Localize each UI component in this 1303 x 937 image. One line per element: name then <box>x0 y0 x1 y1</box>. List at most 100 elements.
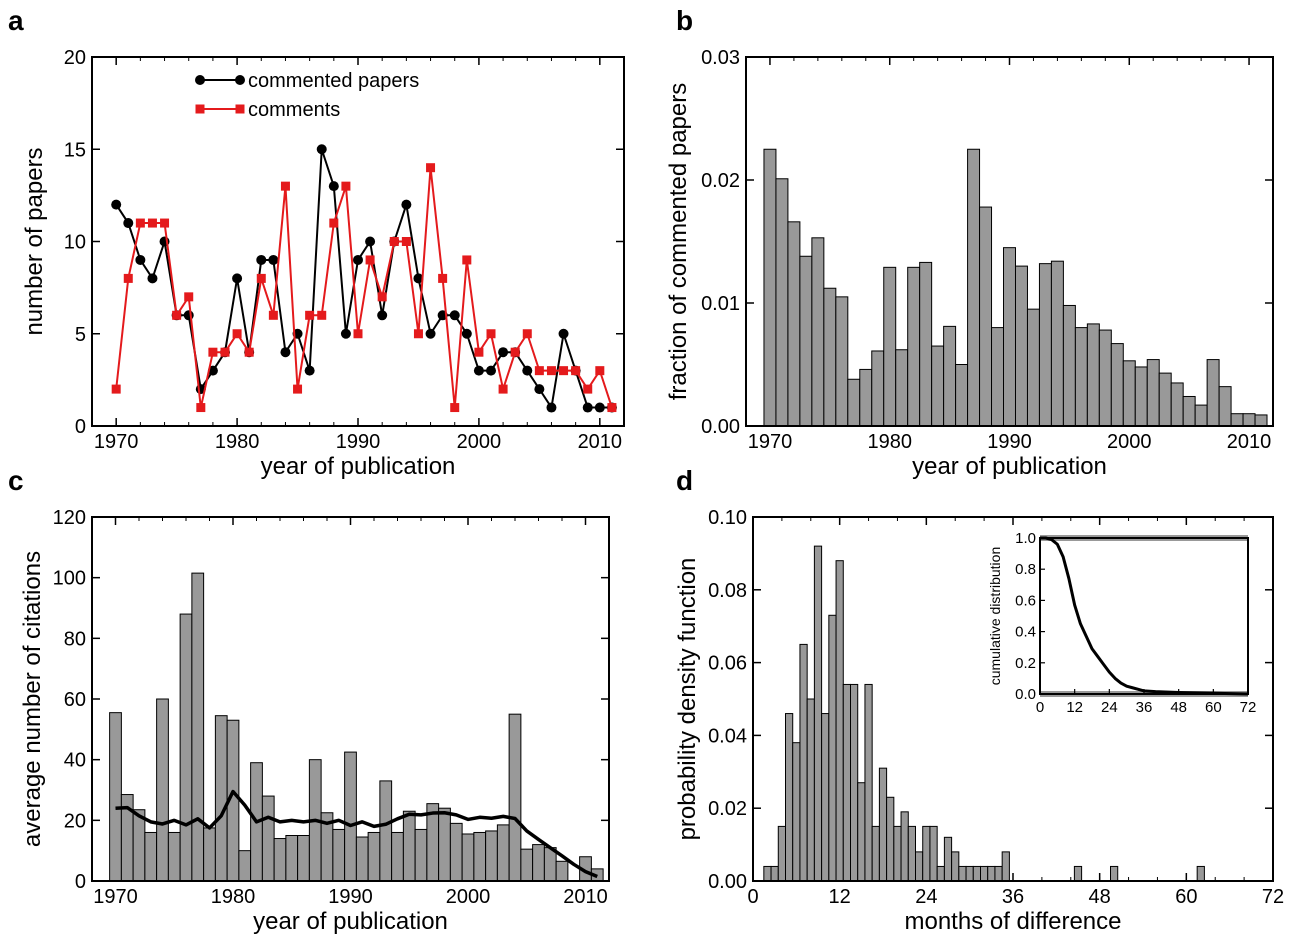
data-point-square <box>426 163 436 173</box>
data-point-square <box>196 403 206 413</box>
data-point-circle <box>135 254 146 265</box>
bar <box>919 261 933 427</box>
y-axis-label: average number of citations <box>19 551 46 847</box>
x-tick-label: 0 <box>747 886 758 908</box>
y-tick-label: 15 <box>64 139 86 161</box>
x-tick-label: 36 <box>1002 886 1024 908</box>
bar <box>520 848 534 882</box>
data-point-square <box>111 384 121 394</box>
bar <box>1110 343 1124 427</box>
y-tick-label: 5 <box>75 324 86 346</box>
bar <box>922 825 931 882</box>
bar <box>835 560 844 882</box>
bar <box>951 851 960 882</box>
bar <box>1230 413 1244 427</box>
data-point-circle <box>280 347 291 358</box>
y-tick-label: 120 <box>53 507 86 529</box>
bar <box>994 865 1003 882</box>
data-point-square <box>268 310 278 320</box>
inset-y-axis-label: cumulative distribution <box>987 547 1003 686</box>
x-tick-label: 1970 <box>93 886 138 908</box>
data-point-square <box>147 218 157 228</box>
data-point-square <box>329 218 339 228</box>
data-point-square <box>498 384 508 394</box>
legend-label: commented papers <box>248 70 419 92</box>
data-point-circle <box>316 144 327 155</box>
bar <box>991 327 1005 427</box>
bar <box>806 698 815 882</box>
data-point-square <box>546 366 556 376</box>
plot-frame-top <box>752 516 1274 882</box>
inset-cumulative-line <box>1040 536 1249 696</box>
bar <box>1001 851 1010 882</box>
legend-marker <box>195 75 205 85</box>
data-point-circle <box>425 328 436 339</box>
bar <box>929 825 938 882</box>
inset-x-tick-label: 24 <box>1101 699 1118 716</box>
inset-y-tick-label: 0.0 <box>1015 686 1036 703</box>
data-point-square <box>172 310 182 320</box>
bar <box>473 831 487 882</box>
data-point-circle <box>401 199 412 210</box>
bar <box>391 831 404 882</box>
data-point-square <box>438 273 448 283</box>
y-axis-label: fraction of commented papers <box>665 83 692 401</box>
y-tick-label: 0 <box>75 871 86 893</box>
bar <box>1073 865 1083 882</box>
inset-y-tick-label: 0.2 <box>1015 655 1036 672</box>
data-point-square <box>220 347 230 357</box>
data-point-circle <box>256 254 267 265</box>
data-point-square <box>583 384 593 394</box>
bar <box>156 698 169 882</box>
bar <box>1110 865 1119 882</box>
bar <box>285 835 299 882</box>
inset-x-tick-label: 48 <box>1170 699 1187 716</box>
legend-label: comments <box>248 99 340 121</box>
y-tick-label: 80 <box>64 628 86 650</box>
bar <box>792 742 801 882</box>
bar <box>842 683 851 882</box>
x-tick-label: 2010 <box>563 886 608 908</box>
data-point-circle <box>232 273 243 284</box>
panel-letter-c: c <box>8 465 24 496</box>
data-point-square <box>353 329 363 339</box>
data-point-circle <box>449 310 460 321</box>
plot-frame-top <box>745 56 1274 427</box>
data-point-square <box>341 181 351 191</box>
data-point-circle <box>340 328 351 339</box>
bar <box>496 824 510 882</box>
x-tick-label: 1980 <box>215 431 260 453</box>
bar <box>955 364 969 427</box>
panel-letter-d: d <box>676 465 693 496</box>
bar <box>238 850 252 882</box>
data-point-circle <box>365 236 376 247</box>
x-tick-label: 1970 <box>94 431 139 453</box>
bar <box>332 828 346 882</box>
data-point-circle <box>413 273 424 284</box>
x-tick-label: 60 <box>1175 886 1197 908</box>
bar <box>367 831 381 882</box>
y-tick-label: 40 <box>64 750 86 772</box>
data-point-square <box>462 255 472 265</box>
bar <box>449 822 463 882</box>
bar <box>191 572 205 882</box>
bar <box>543 847 557 882</box>
x-tick-label: 1990 <box>987 431 1032 453</box>
bar <box>835 296 849 427</box>
inset-y-tick-label: 1.0 <box>1015 530 1036 547</box>
data-point-circle <box>268 254 279 265</box>
x-axis-label: months of difference <box>904 908 1121 935</box>
y-tick-label: 0.08 <box>708 580 747 602</box>
data-point-circle <box>353 254 363 265</box>
x-tick-label: 2000 <box>446 886 491 908</box>
bar <box>987 865 996 882</box>
bar <box>1206 359 1220 427</box>
data-point-circle <box>377 310 388 321</box>
data-point-circle <box>328 181 339 192</box>
data-point-circle <box>534 384 545 395</box>
data-point-square <box>595 366 605 376</box>
bar <box>828 614 837 882</box>
bar <box>485 830 498 882</box>
bar <box>167 831 181 882</box>
